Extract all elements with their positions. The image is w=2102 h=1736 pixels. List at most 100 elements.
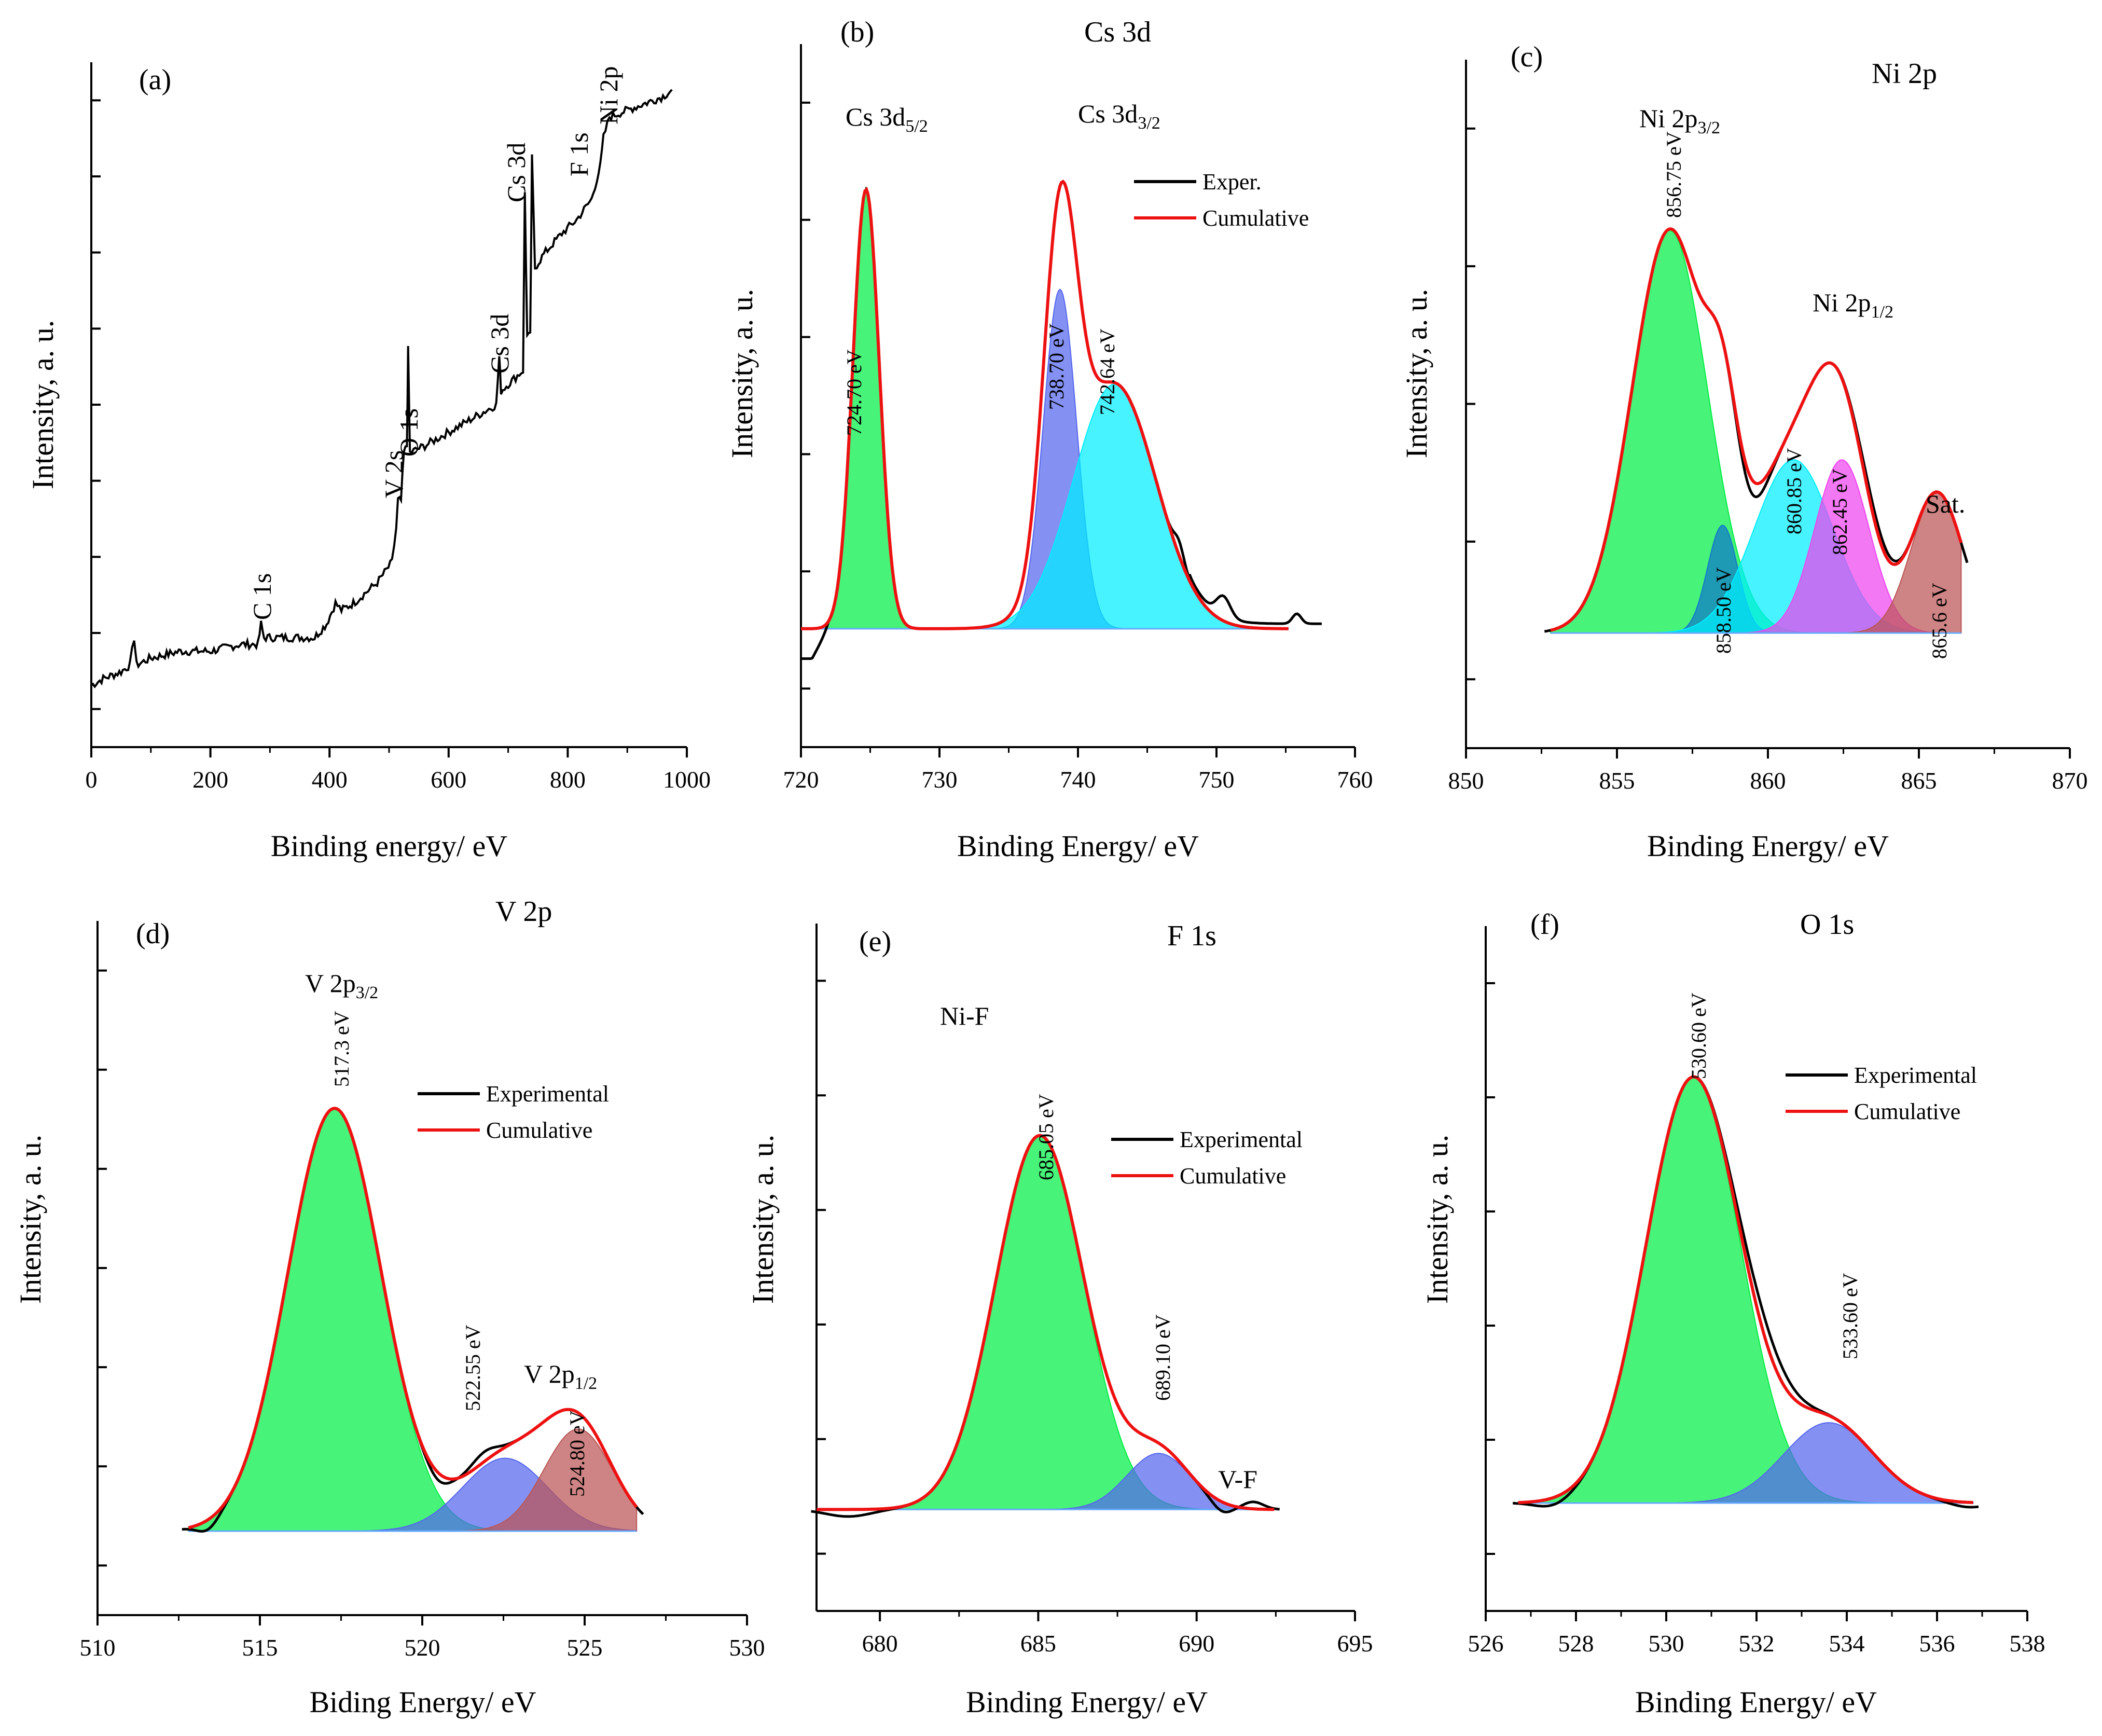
panel-e-y-ticks — [817, 980, 826, 1555]
panel-f-components — [1517, 1077, 1974, 1504]
panel-d-annotation-v2p32-sub: 3/2 — [356, 983, 378, 1002]
panel-b-label: (b) — [840, 16, 874, 48]
peak-label-1: 856.75 eV — [1662, 131, 1685, 218]
panel-a-annotation-c1s: C 1s — [247, 573, 276, 620]
panel-a-annotation-v2s: V 2s — [379, 450, 408, 498]
x-tick-label: 1000 — [663, 766, 711, 793]
peak-label-1: 685.05 eV — [1034, 1094, 1058, 1180]
panel-d-peak-labels: 517.3 eV 522.55 eV 524.80 eV — [330, 1011, 589, 1497]
panel-c-label: (c) — [1511, 41, 1543, 73]
x-tick-label: 680 — [862, 1630, 898, 1657]
panel-c-x-title: Binding Energy/ eV — [1647, 829, 1889, 863]
panel-b-cumulative-line — [801, 180, 1289, 630]
x-tick-label: 0 — [86, 766, 98, 793]
panel-a-annotation-o1s: O 1s — [394, 408, 423, 457]
x-tick-label: 860 — [1750, 767, 1786, 794]
panel-a-annotation-cs3d-2: Cs 3d — [502, 143, 531, 202]
x-tick-label: 530 — [729, 1634, 765, 1661]
panel-e-legend: Experimental Cumulative — [1111, 1127, 1303, 1189]
panel-a-annotation-ni2p: Ni 2p — [594, 66, 623, 125]
panel-c-cumulative-line — [1550, 227, 1963, 632]
x-tick-label: 685 — [1020, 1630, 1056, 1657]
legend-label: Exper. — [1202, 169, 1262, 195]
panel-c-components — [1550, 230, 1962, 634]
panel-a-annotation-f1s: F 1s — [564, 132, 593, 176]
x-tick-label: 525 — [567, 1634, 603, 1661]
x-tick-label: 510 — [80, 1634, 116, 1661]
panel-d-x-ticks: 510 515 520 525 530 — [80, 1615, 765, 1661]
legend-label: Experimental — [486, 1081, 609, 1107]
panel-c-y-title: Intensity, a. u. — [1400, 289, 1433, 458]
panel-c-annotation-ni2p32: Ni 2p3/2 — [1639, 104, 1720, 137]
panel-c-y-ticks — [1466, 127, 1475, 681]
panel-e-annotation-vf: V-F — [1218, 1465, 1257, 1494]
panel-f-title: O 1s — [1800, 908, 1854, 941]
x-tick-label: 400 — [312, 766, 348, 793]
panel-e-label: (e) — [859, 926, 891, 958]
panel-f-o1s: 526 528 530 532 534 536 538 530.60 eV 533.60 eV… — [1420, 908, 2045, 1719]
panel-a-annotation-cs3d-1: Cs 3d — [485, 314, 514, 374]
panel-d-y-ticks — [98, 969, 107, 1567]
panel-f-y-title: Intensity, a. u. — [1420, 1135, 1454, 1304]
x-tick-label: 600 — [431, 766, 466, 793]
panel-f-label: (f) — [1530, 908, 1559, 941]
panel-d-title: V 2p — [495, 895, 552, 928]
peak-label-3: 524.80 eV — [565, 1410, 589, 1497]
x-tick-label: 865 — [1901, 767, 1937, 794]
panel-e-title: F 1s — [1167, 920, 1216, 952]
panel-f-legend: Experimental Cumulative — [1786, 1063, 1977, 1124]
peak-label-5: 865.6 eV — [1928, 583, 1951, 659]
panel-c-annotation-ni2p32-sub: 3/2 — [1698, 118, 1720, 137]
panel-f-y-ticks — [1486, 982, 1495, 1555]
panel-b-annotation-cs3d32-sub: 3/2 — [1138, 114, 1160, 133]
legend-label: Experimental — [1180, 1127, 1303, 1152]
x-tick-label: 800 — [550, 766, 586, 793]
panel-b-x-title: Binding Energy/ eV — [957, 829, 1199, 863]
panel-e-cumulative-line — [817, 1134, 1275, 1511]
panel-e-x-title: Binding Energy/ eV — [966, 1685, 1208, 1719]
peak-label-1: 517.3 eV — [330, 1011, 353, 1087]
panel-d-y-title: Intensity, a. u. — [13, 1135, 47, 1304]
panel-f-x-title: Binding Energy/ eV — [1635, 1685, 1877, 1719]
panel-e-annotation-nif: Ni-F — [940, 1001, 989, 1030]
peak-label-4: 862.45 eV — [1828, 469, 1851, 555]
panel-c-peak-labels: 856.75 eV 858.50 eV 860.85 eV 862.45 eV 865.… — [1662, 131, 1951, 659]
x-tick-label: 695 — [1337, 1630, 1373, 1657]
panel-a-x-title: Binding energy/ eV — [271, 829, 508, 863]
panel-a-x-ticks: 0 200 400 600 800 1000 — [86, 747, 711, 793]
legend-label: Cumulative — [486, 1118, 592, 1143]
panel-f-x-ticks: 526 528 530 532 534 536 538 — [1468, 1611, 2045, 1657]
x-tick-label: 690 — [1179, 1630, 1214, 1657]
panel-d-annotation-v2p32: V 2p3/2 — [305, 969, 378, 1002]
legend-label: Experimental — [1854, 1063, 1977, 1088]
x-tick-label: 532 — [1739, 1630, 1775, 1657]
panel-b-title: Cs 3d — [1084, 16, 1151, 48]
peak-label-2: 858.50 eV — [1712, 567, 1735, 654]
x-tick-label: 850 — [1448, 767, 1484, 794]
x-tick-label: 740 — [1060, 766, 1096, 793]
panel-b-legend: Exper. Cumulative — [1134, 169, 1309, 231]
panel-d-legend: Experimental Cumulative — [418, 1081, 609, 1143]
panel-e-y-title: Intensity, a. u. — [746, 1135, 780, 1304]
x-tick-label: 520 — [405, 1634, 440, 1661]
x-tick-label: 536 — [1919, 1630, 1955, 1657]
x-tick-label: 530 — [1649, 1630, 1684, 1657]
peak-label-2: 738.70 eV — [1045, 323, 1068, 410]
panel-b-y-title: Intensity, a. u. — [725, 289, 759, 458]
panel-f-cumulative-line — [1518, 1075, 1973, 1505]
panel-b-annotation-cs3d52-sub: 5/2 — [905, 117, 928, 136]
x-tick-label: 528 — [1558, 1630, 1594, 1657]
panel-d-annotation-v2p12-sub: 1/2 — [575, 1374, 597, 1393]
panel-a-y-ticks — [91, 99, 101, 710]
peak-label-1: 724.70 eV — [842, 349, 866, 436]
peak-label-2: 522.55 eV — [461, 1325, 485, 1411]
panel-d-annotation-v2p12: V 2p1/2 — [524, 1359, 597, 1393]
panel-b-annotation-cs3d32: Cs 3d3/2 — [1078, 99, 1160, 133]
component-peak-1 — [817, 1135, 1275, 1510]
panel-b-cs3d: 720 730 740 750 760 724.70 eV 738.70 eV 742.64… — [725, 16, 1373, 863]
panel-c-annotation-ni2p12: Ni 2p1/2 — [1813, 288, 1893, 322]
panel-c-annotation-ni2p12-sub: 1/2 — [1871, 302, 1893, 322]
panel-d-cumulative-line — [188, 1107, 638, 1530]
x-tick-label: 534 — [1829, 1630, 1865, 1657]
